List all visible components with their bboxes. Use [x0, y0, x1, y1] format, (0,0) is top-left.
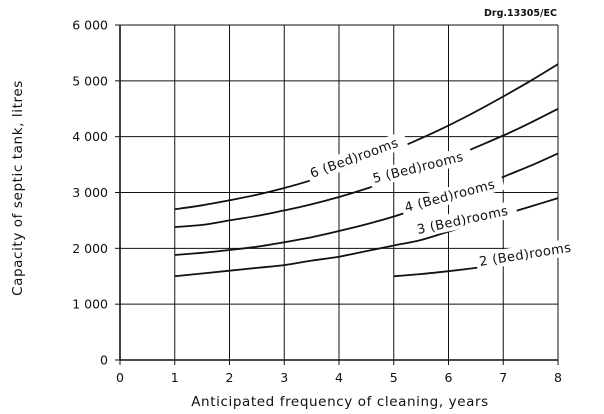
y-tick-label-1: 1 000 — [72, 297, 108, 312]
drawing-reference: Drg.13305/EC — [484, 8, 557, 19]
series-line-4 — [174, 107, 559, 229]
x-tick-label-6: 6 — [445, 370, 453, 385]
x-tick-label-5: 5 — [390, 370, 398, 385]
axes — [115, 24, 559, 365]
x-tick-label-0: 0 — [116, 370, 124, 385]
y-tick-label-0: 0 — [100, 353, 108, 368]
y-tick-label-6: 6 000 — [72, 18, 108, 33]
y-tick-label-3: 3 000 — [72, 185, 108, 200]
series-label-backdrop-1 — [475, 237, 581, 271]
series-label-backdrop-2 — [412, 200, 519, 239]
y-axis-title: Capacity of septic tank, litres — [10, 80, 26, 296]
x-tick-label-2: 2 — [226, 370, 234, 385]
x-tick-label-8: 8 — [554, 370, 562, 385]
y-tick-label-2: 2 000 — [72, 241, 108, 256]
x-tick-label-3: 3 — [280, 370, 288, 385]
x-tick-label-4: 4 — [335, 370, 343, 385]
x-axis-title: Anticipated frequency of cleaning, years — [191, 394, 489, 410]
x-tick-label-7: 7 — [499, 370, 507, 385]
y-tick-label-5: 5 000 — [72, 73, 108, 88]
tick-labels: 0 1 2 3 4 5 6 7 8 0 1 000 2 000 3 000 4 000 5 000 6 000 — [72, 18, 562, 386]
series-label-backdrop-5 — [304, 131, 409, 183]
series-lines — [174, 63, 559, 278]
series-label-backdrop-4 — [367, 145, 474, 188]
y-tick-label-4: 4 000 — [72, 129, 108, 144]
series-label-backdrop-3 — [399, 173, 505, 217]
x-tick-label-1: 1 — [171, 370, 179, 385]
